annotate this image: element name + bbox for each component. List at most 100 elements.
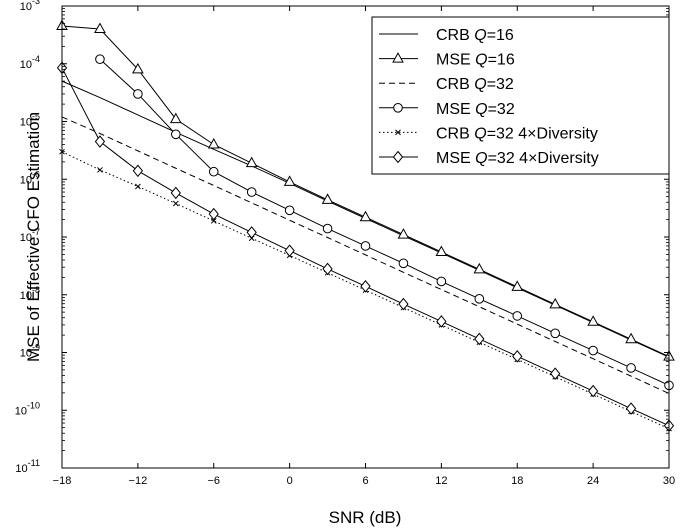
triangle-marker bbox=[511, 280, 524, 291]
circle-marker bbox=[360, 241, 371, 251]
series-line bbox=[61, 151, 670, 430]
diamond-marker bbox=[170, 186, 181, 200]
legend-label: CRB Q=16 bbox=[436, 27, 514, 44]
diamond-marker bbox=[284, 244, 295, 257]
legend-label: CRB Q=32 bbox=[436, 76, 514, 93]
triangle-marker bbox=[94, 22, 106, 33]
legend-label: MSE Q=32 bbox=[436, 101, 515, 118]
y-tick-label: 10-7 bbox=[20, 227, 40, 244]
circle-marker bbox=[626, 363, 636, 373]
series-6 bbox=[56, 61, 675, 432]
legend-item-3: CRB Q=32 bbox=[379, 76, 514, 93]
legend-item-4: MSE Q=32 bbox=[379, 101, 515, 118]
circle-marker bbox=[398, 258, 409, 269]
triangle-marker bbox=[245, 156, 258, 168]
x-tick-label: −18 bbox=[53, 475, 72, 487]
x-tick-label: 24 bbox=[587, 475, 599, 487]
x-marker bbox=[395, 129, 401, 136]
circle-marker bbox=[95, 54, 105, 64]
circle-marker bbox=[393, 103, 403, 113]
plot-area bbox=[56, 19, 675, 432]
triangle-marker bbox=[392, 52, 404, 63]
y-tick-label: 10-10 bbox=[15, 400, 40, 417]
series-3 bbox=[61, 116, 670, 394]
legend-label: MSE Q=16 bbox=[436, 52, 515, 69]
x-marker bbox=[210, 218, 217, 224]
y-tick-label: 10-4 bbox=[20, 54, 40, 71]
triangle-marker bbox=[169, 112, 182, 124]
triangle-marker bbox=[132, 62, 144, 74]
diamond-marker bbox=[360, 280, 371, 293]
x-tick-label: −12 bbox=[129, 475, 148, 487]
circle-marker bbox=[284, 205, 295, 216]
diamond-marker bbox=[94, 135, 106, 148]
x-tick-label: 6 bbox=[362, 475, 368, 487]
triangle-marker bbox=[587, 315, 599, 326]
x-tick-label: 12 bbox=[435, 475, 447, 487]
x-axis-label: SNR (dB) bbox=[329, 508, 402, 527]
circle-marker bbox=[436, 276, 447, 287]
legend-box bbox=[371, 16, 670, 175]
diamond-marker bbox=[392, 150, 404, 164]
circle-marker bbox=[133, 89, 143, 99]
x-marker-stroke bbox=[172, 200, 179, 207]
diamond-marker bbox=[550, 367, 561, 380]
triangle-marker bbox=[397, 228, 410, 239]
x-marker-stroke bbox=[395, 129, 401, 136]
circle-marker bbox=[208, 166, 219, 177]
circle-marker bbox=[550, 328, 560, 339]
legend-label: CRB Q=32 4×Diversity bbox=[436, 125, 598, 142]
x-marker bbox=[135, 183, 141, 190]
circle-marker bbox=[512, 311, 523, 321]
series-line bbox=[99, 58, 670, 386]
diamond-marker bbox=[474, 332, 485, 346]
diamond-marker bbox=[512, 349, 523, 363]
diamond-marker bbox=[132, 164, 144, 178]
diamond-marker bbox=[436, 315, 447, 328]
x-tick-label: −6 bbox=[207, 475, 220, 487]
triangle-marker bbox=[359, 210, 372, 222]
y-tick-label: 10-5 bbox=[20, 112, 40, 129]
triangle-marker bbox=[321, 193, 334, 204]
circle-marker bbox=[322, 223, 333, 234]
y-tick-label: 10-8 bbox=[20, 285, 40, 302]
legend: CRB Q=16 MSE Q=16 CRB Q=32 MSE Q=32 CRB Q=32… bbox=[371, 16, 670, 175]
diamond-marker bbox=[246, 226, 257, 239]
diamond-marker bbox=[208, 207, 219, 221]
y-tick-label: 10-9 bbox=[20, 343, 40, 360]
x-tick-label: 18 bbox=[511, 475, 523, 487]
circle-marker bbox=[246, 187, 257, 197]
circle-marker bbox=[171, 129, 181, 140]
y-axis-label: MSE of Effective CFO Estimation bbox=[24, 112, 43, 362]
legend-item-1: CRB Q=16 bbox=[379, 27, 514, 44]
x-marker bbox=[172, 200, 179, 207]
x-marker-stroke bbox=[135, 183, 141, 190]
circle-marker bbox=[588, 345, 598, 356]
legend-item-6: MSE Q=32 4×Diversity bbox=[379, 150, 599, 167]
y-tick-label: 10-11 bbox=[15, 458, 40, 475]
x-tick-label: 30 bbox=[663, 475, 675, 487]
y-tick-label: 10-3 bbox=[20, 0, 40, 13]
circle-marker bbox=[474, 294, 485, 304]
triangle-marker bbox=[435, 245, 448, 256]
legend-item-2: MSE Q=16 bbox=[379, 52, 515, 69]
legend-item-5: CRB Q=32 4×Diversity bbox=[379, 125, 598, 142]
series-line bbox=[61, 116, 670, 394]
triangle-marker bbox=[473, 262, 486, 274]
triangle-marker bbox=[549, 297, 562, 309]
triangle-marker bbox=[207, 137, 220, 149]
x-marker-stroke bbox=[210, 218, 217, 224]
x-marker-stroke bbox=[97, 167, 103, 173]
diamond-marker bbox=[322, 262, 333, 276]
legend-label: MSE Q=32 4×Diversity bbox=[436, 150, 599, 167]
y-tick-label: 10-6 bbox=[20, 169, 40, 186]
diamond-marker bbox=[587, 384, 599, 398]
diamond-marker bbox=[398, 297, 409, 311]
triangle-marker bbox=[283, 175, 296, 186]
triangle-marker bbox=[625, 332, 637, 344]
x-marker bbox=[97, 167, 103, 173]
x-tick-label: 0 bbox=[287, 475, 293, 487]
diamond-marker bbox=[625, 402, 637, 415]
series-4 bbox=[95, 54, 674, 391]
